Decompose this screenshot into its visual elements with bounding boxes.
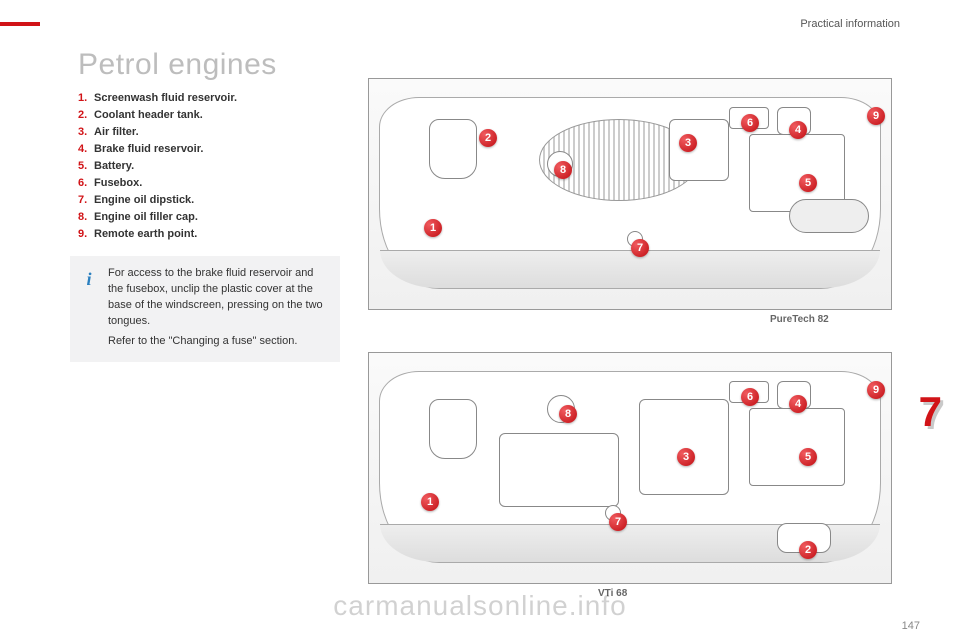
callout-marker-9: 9	[867, 107, 885, 125]
callout-marker-7: 7	[609, 513, 627, 531]
air-filter-box	[639, 399, 729, 495]
section-header: Practical information	[800, 18, 900, 30]
component-label: Brake fluid reservoir.	[94, 143, 203, 155]
diagram-label-2: VTi 68	[598, 588, 627, 599]
callout-marker-4: 4	[789, 395, 807, 413]
manual-page: Practical information Petrol engines 1.S…	[0, 0, 960, 640]
component-item: 8.Engine oil filler cap.	[78, 209, 237, 226]
component-label: Coolant header tank.	[94, 109, 203, 121]
component-item: 2.Coolant header tank.	[78, 107, 237, 124]
page-title: Petrol engines	[78, 48, 277, 82]
chapter-number: 7 7	[919, 388, 942, 436]
component-item: 6.Fusebox.	[78, 175, 237, 192]
info-icon: i	[80, 266, 98, 284]
callout-marker-4: 4	[789, 121, 807, 139]
component-number: 5.	[78, 158, 94, 175]
component-label: Battery.	[94, 160, 134, 172]
component-item: 9.Remote earth point.	[78, 226, 237, 243]
intake-pipe	[789, 199, 869, 233]
reservoir	[429, 399, 477, 459]
callout-marker-1: 1	[421, 493, 439, 511]
component-label: Engine oil filler cap.	[94, 211, 198, 223]
callout-marker-2: 2	[799, 541, 817, 559]
info-box: i For access to the brake fluid reservoi…	[70, 256, 340, 362]
callout-marker-5: 5	[799, 448, 817, 466]
callout-marker-3: 3	[679, 134, 697, 152]
info-text-2: Refer to the "Changing a fuse" section.	[108, 334, 328, 350]
component-item: 7.Engine oil dipstick.	[78, 192, 237, 209]
component-item: 1.Screenwash fluid reservoir.	[78, 90, 237, 107]
engine-diagram-vti: 1 2 3 4 5 6 7 8 9	[368, 352, 892, 584]
component-number: 1.	[78, 90, 94, 107]
component-list: 1.Screenwash fluid reservoir.2.Coolant h…	[78, 90, 237, 243]
component-number: 4.	[78, 141, 94, 158]
hood-lip	[380, 250, 880, 288]
callout-marker-3: 3	[677, 448, 695, 466]
component-number: 7.	[78, 192, 94, 209]
battery	[749, 408, 845, 486]
component-label: Screenwash fluid reservoir.	[94, 92, 237, 104]
component-label: Engine oil dipstick.	[94, 194, 194, 206]
component-label: Remote earth point.	[94, 228, 197, 240]
engine-diagram-puretech: 1 2 3 4 5 6 7 8 9	[368, 78, 892, 310]
callout-marker-5: 5	[799, 174, 817, 192]
callout-marker-8: 8	[559, 405, 577, 423]
component-item: 3.Air filter.	[78, 124, 237, 141]
callout-marker-6: 6	[741, 114, 759, 132]
callout-marker-2: 2	[479, 129, 497, 147]
air-filter-box	[669, 119, 729, 181]
component-label: Air filter.	[94, 126, 139, 138]
component-number: 2.	[78, 107, 94, 124]
component-number: 3.	[78, 124, 94, 141]
diagram-label-1: PureTech 82	[770, 314, 829, 325]
reservoir	[429, 119, 477, 179]
accent-bar	[0, 22, 40, 26]
component-number: 9.	[78, 226, 94, 243]
info-text-1: For access to the brake fluid reservoir …	[108, 266, 328, 330]
callout-marker-6: 6	[741, 388, 759, 406]
component-item: 5.Battery.	[78, 158, 237, 175]
component-number: 6.	[78, 175, 94, 192]
callout-marker-9: 9	[867, 381, 885, 399]
component-number: 8.	[78, 209, 94, 226]
component-label: Fusebox.	[94, 177, 142, 189]
callout-marker-7: 7	[631, 239, 649, 257]
watermark: carmanualsonline.info	[0, 590, 960, 622]
callout-marker-8: 8	[554, 161, 572, 179]
engine-block	[499, 433, 619, 507]
component-item: 4.Brake fluid reservoir.	[78, 141, 237, 158]
page-number: 147	[902, 620, 920, 632]
callout-marker-1: 1	[424, 219, 442, 237]
